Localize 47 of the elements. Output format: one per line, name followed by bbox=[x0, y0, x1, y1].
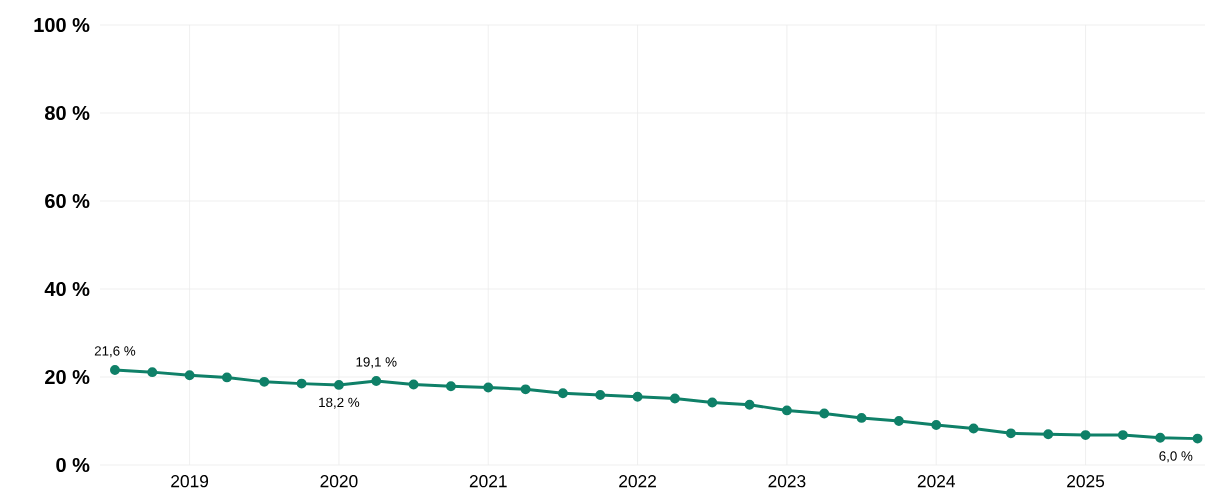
point bbox=[110, 365, 120, 375]
data-label: 18,2 % bbox=[319, 397, 360, 409]
data-label: 19,1 % bbox=[356, 357, 397, 369]
point bbox=[632, 391, 643, 402]
point bbox=[669, 393, 680, 404]
point bbox=[1005, 428, 1016, 439]
point bbox=[1043, 429, 1054, 440]
point bbox=[931, 420, 942, 430]
y-tick-label: 100 % bbox=[34, 17, 90, 33]
point bbox=[483, 382, 494, 393]
point bbox=[408, 379, 419, 390]
point bbox=[819, 408, 830, 419]
x-tick-label: 2022 bbox=[619, 475, 656, 488]
y-tick-label: 0 % bbox=[56, 457, 90, 473]
point bbox=[893, 416, 904, 426]
point bbox=[1117, 430, 1128, 441]
x-tick-label: 2024 bbox=[917, 475, 955, 488]
y-tick-label: 20 % bbox=[45, 369, 90, 385]
x-tick-label: 2020 bbox=[320, 475, 358, 488]
point bbox=[147, 367, 158, 378]
x-tick-label: 2019 bbox=[171, 475, 209, 488]
data-label: 21,6 % bbox=[94, 346, 136, 358]
point bbox=[259, 376, 270, 387]
point bbox=[1155, 432, 1166, 443]
point bbox=[856, 412, 867, 423]
point bbox=[1080, 430, 1091, 441]
y-tick-label: 40 % bbox=[44, 281, 90, 297]
point bbox=[221, 372, 232, 383]
data-label: 6,0 % bbox=[1159, 451, 1193, 463]
point bbox=[184, 370, 195, 381]
y-tick-label: 60 % bbox=[45, 193, 90, 209]
point bbox=[707, 397, 718, 408]
point bbox=[333, 379, 344, 390]
point bbox=[445, 381, 456, 392]
y-tick-label: 80 % bbox=[45, 105, 90, 121]
point bbox=[520, 384, 531, 395]
point bbox=[371, 376, 382, 386]
point bbox=[1192, 433, 1203, 444]
point bbox=[557, 388, 568, 399]
point bbox=[781, 405, 792, 416]
x-tick-label: 2025 bbox=[1067, 475, 1105, 488]
x-tick-label: 2021 bbox=[469, 475, 507, 488]
point bbox=[595, 390, 606, 400]
point bbox=[296, 378, 307, 389]
point bbox=[968, 423, 979, 434]
x-tick-label: 2023 bbox=[768, 475, 806, 488]
point bbox=[744, 399, 755, 410]
